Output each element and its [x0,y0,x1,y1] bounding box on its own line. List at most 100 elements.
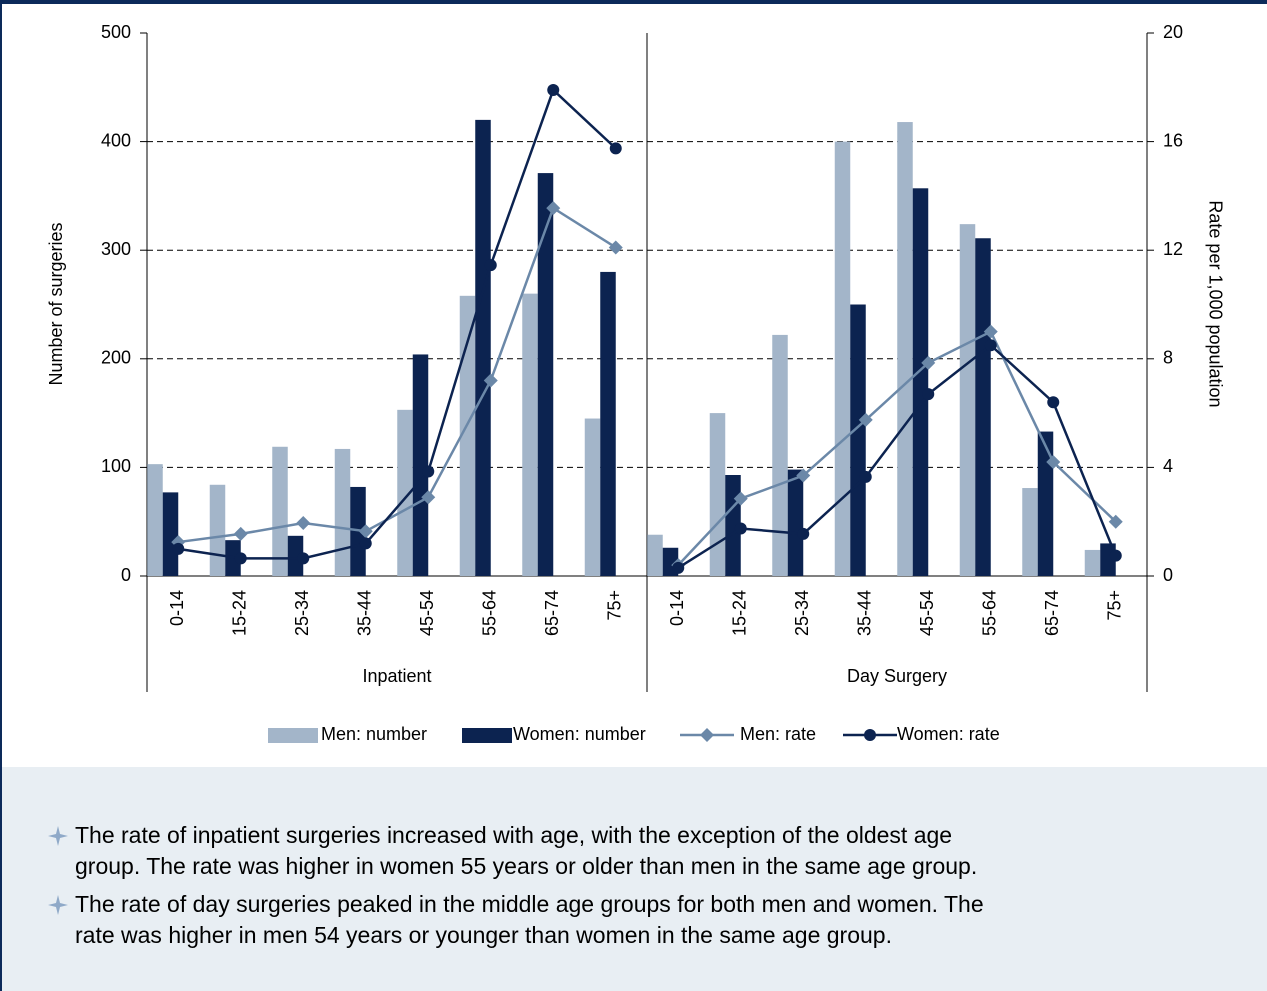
marker [797,527,810,540]
marker [858,412,873,427]
legend-label: Women: number [513,724,646,744]
legend-label: Men: number [321,724,427,744]
bar [1037,431,1054,576]
legend-marker [700,728,714,742]
marker [421,490,436,505]
x-tick-label: 45-54 [417,590,437,636]
marker [233,526,248,541]
marker [672,561,685,574]
x-tick-label: 35-44 [855,590,875,636]
y-tick-label: 500 [101,22,131,42]
x-tick-label: 25-34 [292,590,312,636]
marker [234,552,247,565]
bar [897,122,913,576]
x-tick-label: 15-24 [730,590,750,636]
y2-tick-label: 12 [1163,239,1183,259]
bar [834,141,851,576]
bar [459,295,476,576]
bar [287,535,304,576]
y-tick-label: 100 [101,456,131,476]
legend-swatch [268,728,318,743]
group-label: Day Surgery [847,666,947,686]
bar [959,224,976,577]
y-tick-label: 200 [101,348,131,368]
x-tick-label: 65-74 [1042,590,1062,636]
marker [921,355,936,370]
marker [483,373,498,388]
x-tick-label: 0-14 [167,590,187,626]
legend-marker [864,729,876,741]
marker [547,84,560,97]
y2-tick-label: 4 [1163,456,1173,476]
bullet-text: The rate of inpatient surgeries increase… [75,822,953,848]
marker [1047,396,1060,409]
x-tick-label: 0-14 [667,590,687,626]
bar [975,238,991,576]
y2-tick-label: 20 [1163,22,1183,42]
x-tick-label: 65-74 [542,590,562,636]
bar [1022,488,1038,576]
bar [584,418,601,576]
bar [162,492,179,576]
bar [350,486,366,576]
line [677,343,1117,569]
bar [397,409,413,576]
x-tick-label: 75+ [605,590,625,621]
bar [647,534,663,576]
marker [734,522,747,535]
marker [608,240,623,255]
bar [772,334,788,576]
y-tick-label: 0 [121,565,131,585]
marker [983,324,998,339]
marker [358,524,373,539]
bar [912,188,929,576]
bar [475,119,491,576]
bar [522,293,538,576]
y-axis-title: Number of surgeries [46,222,66,385]
notes-panel: The rate of inpatient surgeries increase… [2,767,1267,991]
bar [147,464,163,576]
x-tick-label: 55-64 [480,590,500,636]
y-tick-label: 300 [101,239,131,259]
x-tick-label: 55-64 [980,590,1000,636]
x-tick-label: 45-54 [917,590,937,636]
marker [1046,454,1061,469]
marker [297,552,310,565]
bar [600,271,616,576]
bar [412,354,429,576]
x-tick-label: 15-24 [230,590,250,636]
legend-label: Men: rate [740,724,816,744]
line [178,206,617,544]
marker [484,259,497,272]
x-tick-label: 25-34 [792,590,812,636]
marker [546,201,561,216]
bar [209,484,226,576]
marker [922,388,935,401]
marker [984,339,997,352]
marker [359,537,372,550]
y2-tick-label: 16 [1163,130,1183,150]
x-tick-label: 75+ [1105,590,1125,621]
bar [709,413,726,576]
marker [796,468,811,483]
y-tick-label: 400 [101,130,131,150]
y2-tick-label: 8 [1163,348,1173,368]
chart: Number of surgeries Rate per 1,000 popul… [46,22,1226,744]
marker [422,465,435,478]
bar [537,173,554,576]
bullet-icon [48,895,68,915]
bar [850,304,866,576]
bar [787,469,804,576]
y2-tick-label: 0 [1163,565,1173,585]
line [178,87,617,560]
bullet-text: group. The rate was higher in women 55 y… [75,853,978,879]
bar [272,446,288,576]
bullet-text: rate was higher in men 54 years or young… [75,922,892,948]
marker [1109,549,1122,562]
marker [609,142,622,155]
legend-label: Women: rate [897,724,1000,744]
marker [1108,514,1123,529]
bullet-text: The rate of day surgeries peaked in the … [75,891,984,917]
marker [296,516,311,531]
